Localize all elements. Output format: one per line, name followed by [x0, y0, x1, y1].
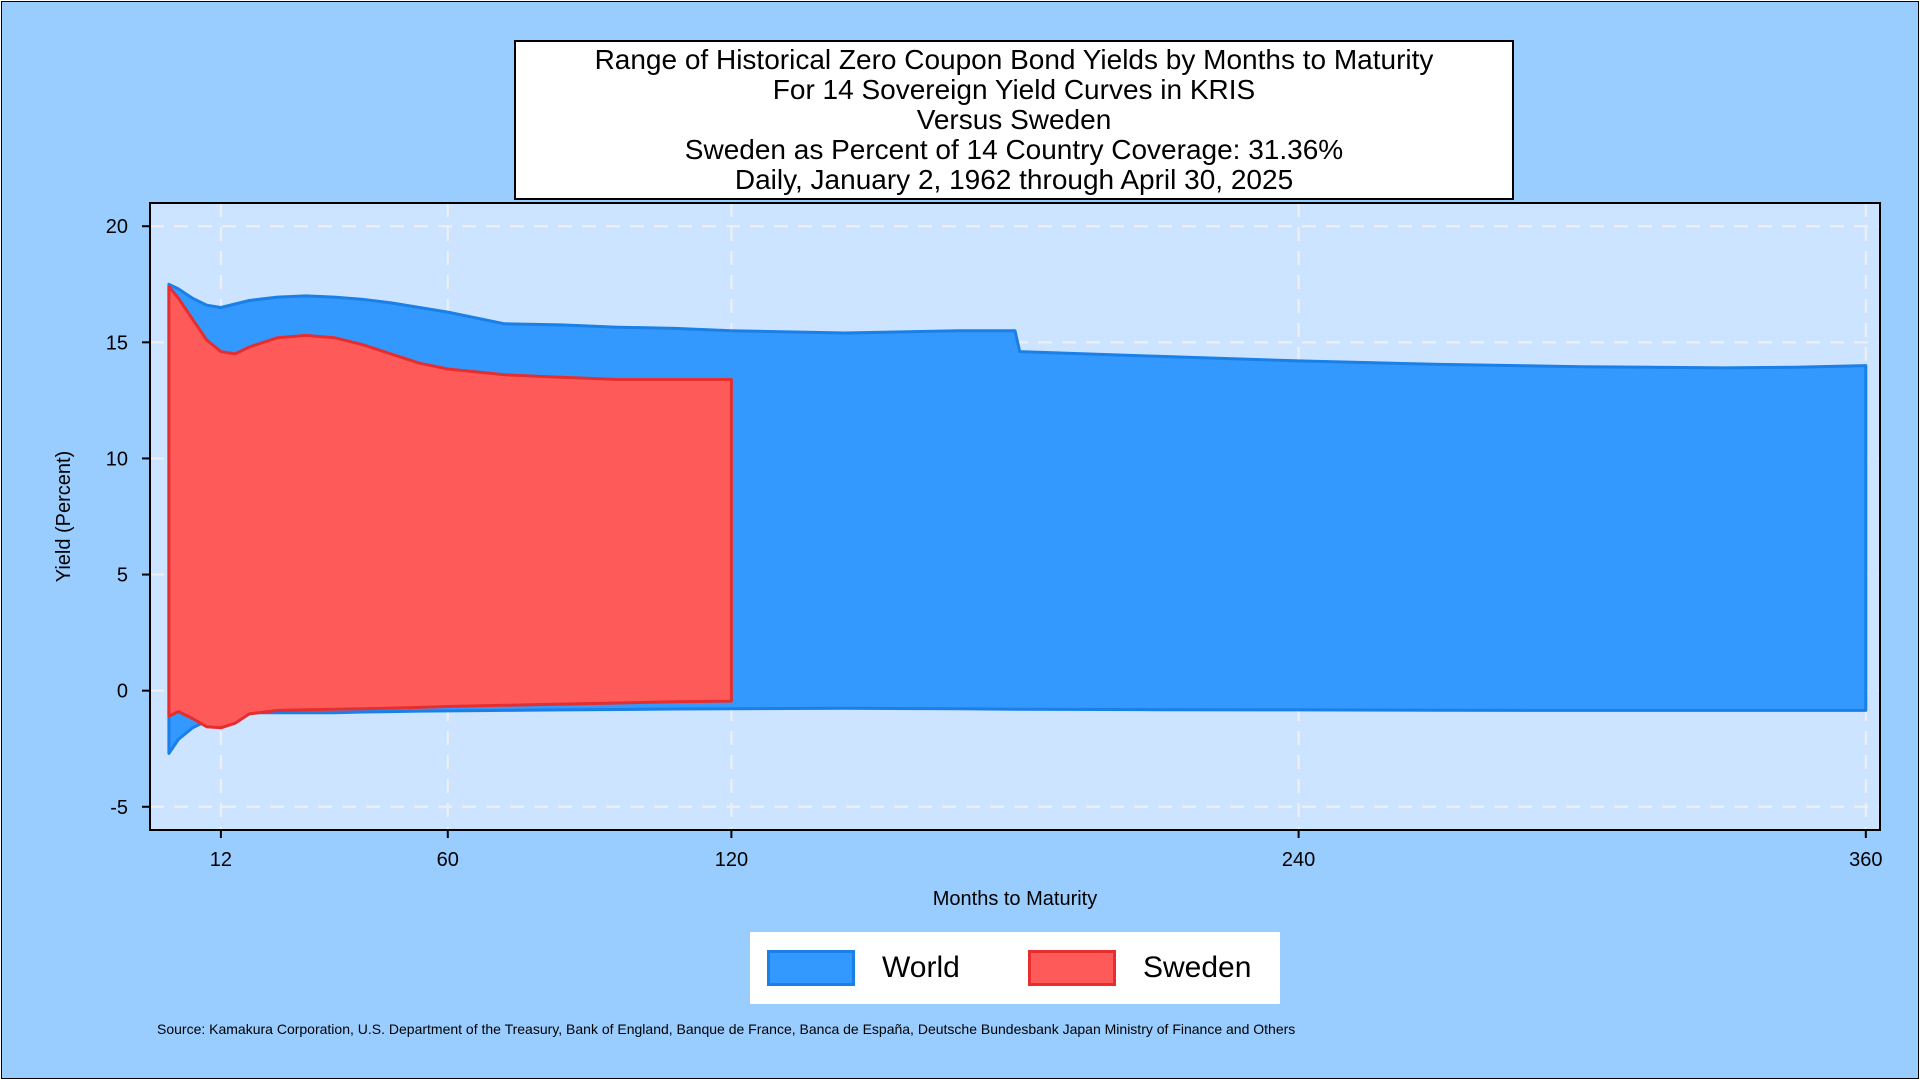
legend-label-sweden: Sweden [1143, 951, 1252, 984]
y-tick-label: 0 [117, 681, 128, 703]
chart-title-line-1: Range of Historical Zero Coupon Bond Yie… [594, 44, 1434, 75]
chart-title-box: Range of Historical Zero Coupon Bond Yie… [514, 40, 1514, 200]
legend-swatch-sweden [1028, 950, 1116, 986]
chart-title-line-5: Daily, January 2, 1962 through April 30,… [734, 164, 1294, 195]
source-note: Source: Kamakura Corporation, U.S. Depar… [157, 1021, 1296, 1037]
x-tick-label: 240 [1282, 849, 1315, 871]
y-tick-label: -5 [110, 797, 128, 819]
chart-title-line-2: For 14 Sovereign Yield Curves in KRIS [772, 74, 1256, 105]
x-tick-label: 360 [1849, 849, 1882, 871]
axis-ticks: -5 0 5 10 15 20 12 60 120 240 360 [106, 216, 1883, 871]
series-areas [167, 282, 1868, 755]
legend-label-world: World [882, 951, 960, 984]
x-tick-label: 60 [437, 849, 459, 871]
plot-border [149, 202, 1881, 831]
legend-swatch-world [767, 950, 855, 986]
legend: World Sweden [750, 932, 1280, 1004]
y-axis-title: Yield (Percent) [53, 451, 75, 583]
x-tick-label: 12 [210, 849, 232, 871]
x-tick-label: 120 [715, 849, 748, 871]
chart-title-line-3: Versus Sweden [916, 104, 1112, 135]
series-area-sweden [167, 285, 733, 730]
y-tick-label: 10 [106, 448, 128, 470]
y-tick-label: 5 [117, 565, 128, 587]
x-axis-title: Months to Maturity [933, 888, 1098, 910]
chart-title-line-4: Sweden as Percent of 14 Country Coverage… [684, 134, 1344, 165]
y-tick-label: 15 [106, 332, 128, 354]
y-tick-label: 20 [106, 216, 128, 238]
